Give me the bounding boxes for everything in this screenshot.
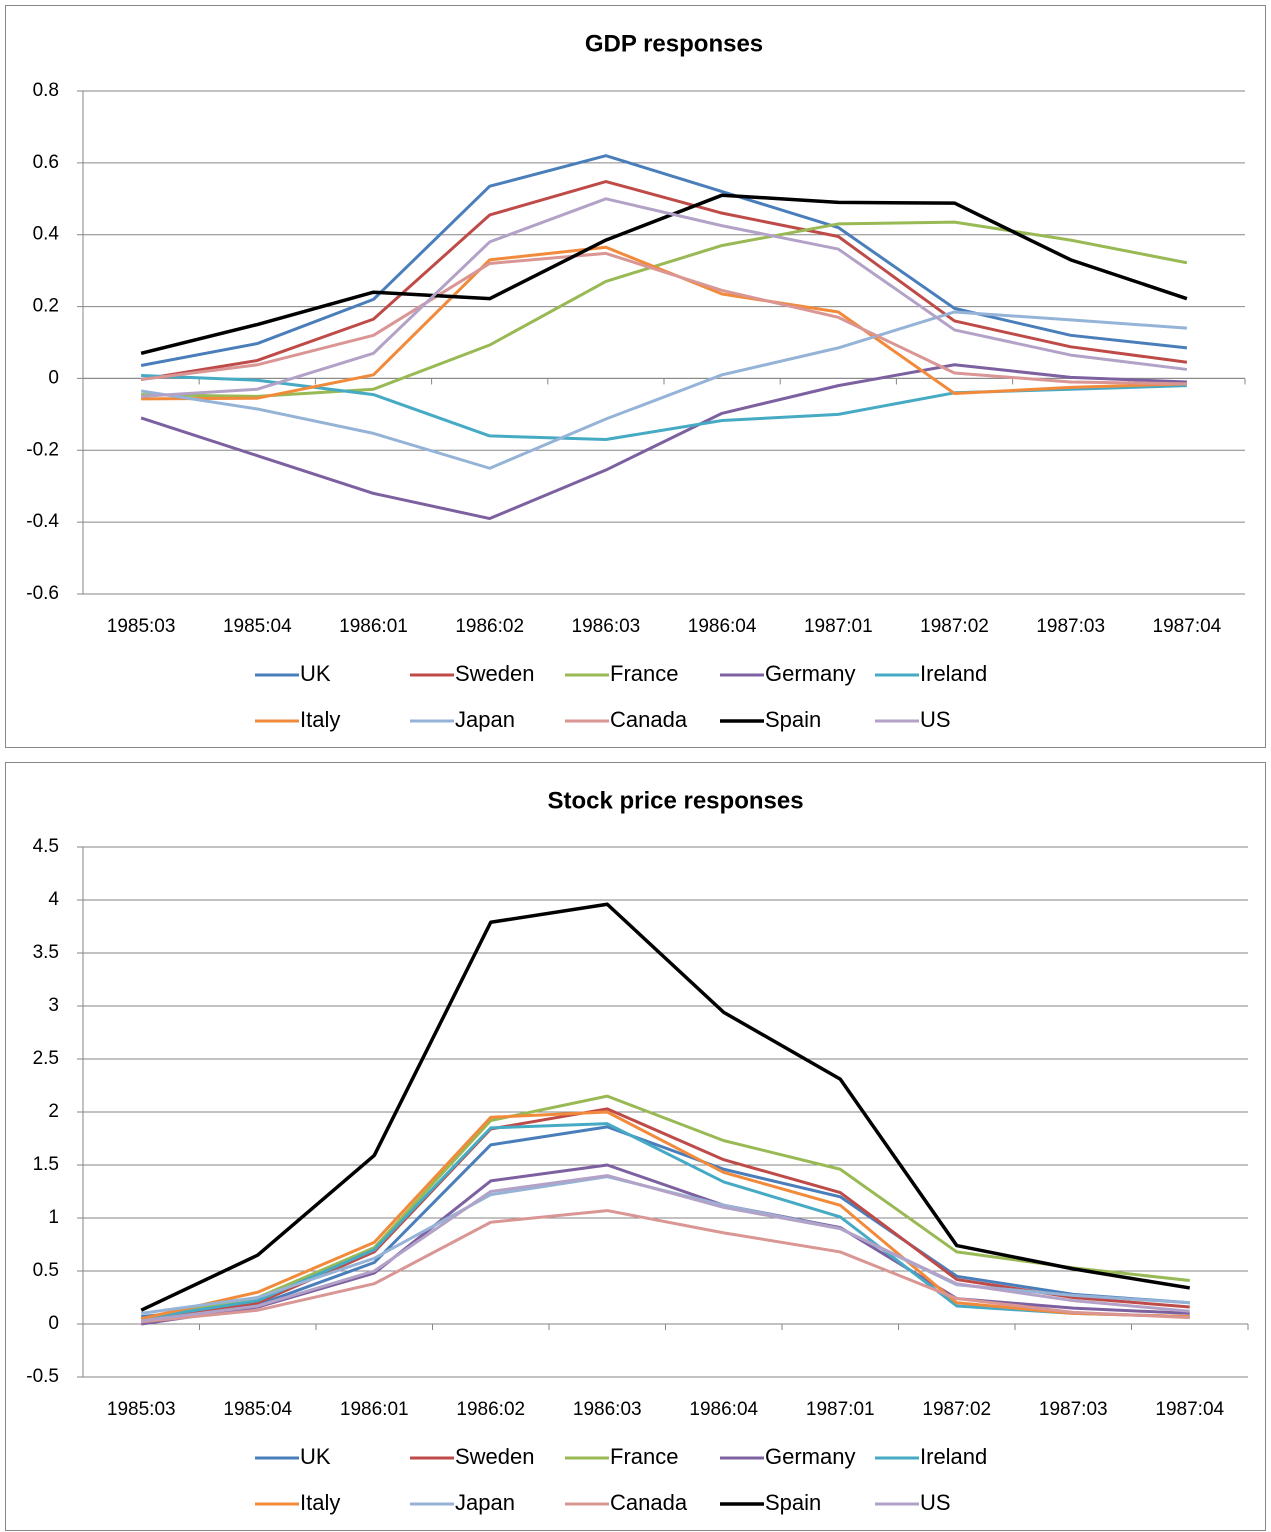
x-tick-label: 1986:03: [572, 616, 641, 637]
y-tick-label: 1.5: [33, 1154, 59, 1175]
x-tick-label: 1985:04: [223, 616, 292, 637]
y-tick-label: 2.5: [33, 1048, 59, 1069]
legend-label: Ireland: [920, 661, 987, 686]
y-tick-label: -0.2: [26, 439, 59, 460]
series-line: [140, 363, 1187, 521]
chart-title: Stock price responses: [547, 787, 803, 814]
y-tick-label: 0.8: [33, 80, 59, 101]
series-line: [141, 197, 1188, 398]
series-line: [140, 1110, 1190, 1321]
y-tick-label: 2: [48, 1101, 59, 1122]
legend-label: Italy: [300, 707, 340, 732]
y-tick-label: 0.6: [33, 152, 59, 173]
x-tick-label: 1987:01: [804, 616, 873, 637]
x-tick-label: 1986:04: [688, 616, 757, 637]
chart-frame: [5, 762, 1266, 1531]
y-tick-label: 0: [48, 1313, 59, 1334]
x-tick-label: 1987:01: [806, 1399, 875, 1420]
legend-label: UK: [300, 1444, 331, 1469]
chart-title: GDP responses: [585, 30, 763, 57]
x-tick-label: 1986:01: [340, 1399, 409, 1420]
legend-label: Italy: [300, 1490, 340, 1515]
series-line: [140, 251, 1187, 386]
y-tick-label: -0.6: [26, 583, 59, 604]
x-tick-label: 1987:03: [1039, 1399, 1108, 1420]
series-line: [140, 1094, 1190, 1321]
x-tick-label: 1986:02: [455, 616, 524, 637]
y-tick-label: -0.4: [26, 511, 59, 532]
series-line: [141, 1209, 1190, 1324]
x-tick-label: 1987:02: [920, 616, 989, 637]
x-tick-label: 1987:03: [1036, 616, 1105, 637]
series-line: [141, 1163, 1190, 1326]
x-tick-label: 1987:04: [1155, 1399, 1224, 1420]
y-tick-label: 0.2: [33, 296, 59, 317]
legend-label: Japan: [455, 1490, 515, 1515]
y-tick-label: 0.5: [33, 1260, 59, 1281]
x-tick-label: 1987:02: [922, 1399, 991, 1420]
x-tick-label: 1986:03: [573, 1399, 642, 1420]
series-line: [140, 310, 1188, 470]
legend-label: Spain: [765, 1490, 821, 1515]
legend-label: Sweden: [455, 1444, 535, 1469]
legend-label: France: [610, 661, 678, 686]
legend-label: France: [610, 1444, 678, 1469]
legend-label: Spain: [765, 707, 821, 732]
series-line: [141, 1125, 1190, 1319]
y-tick-label: 3.5: [33, 942, 59, 963]
x-tick-label: 1985:04: [223, 1399, 292, 1420]
legend-label: Canada: [610, 707, 688, 732]
x-tick-label: 1985:03: [107, 1399, 176, 1420]
legend-label: Canada: [610, 1490, 688, 1515]
x-tick-label: 1986:02: [456, 1399, 525, 1420]
y-tick-label: 1: [48, 1207, 59, 1228]
y-tick-label: 0.4: [33, 224, 60, 245]
legend-label: US: [920, 707, 951, 732]
y-tick-label: 4: [48, 889, 59, 910]
series-line: [141, 1174, 1190, 1323]
series-line: [141, 1122, 1190, 1321]
series-line: [140, 902, 1191, 1312]
legend-label: Ireland: [920, 1444, 987, 1469]
y-tick-label: 4.5: [33, 836, 59, 857]
legend-label: Germany: [765, 661, 855, 686]
legend-label: US: [920, 1490, 951, 1515]
legend-label: Japan: [455, 707, 515, 732]
x-tick-label: 1986:01: [339, 616, 408, 637]
series-line: [140, 154, 1188, 367]
series-line: [140, 193, 1188, 355]
legend-label: Sweden: [455, 661, 535, 686]
series-line: [140, 180, 1188, 381]
y-tick-label: -0.5: [26, 1366, 59, 1387]
x-tick-label: 1985:03: [107, 616, 176, 637]
y-tick-label: 0: [48, 367, 59, 388]
legend-label: UK: [300, 661, 331, 686]
legend-label: Germany: [765, 1444, 855, 1469]
x-tick-label: 1987:04: [1153, 616, 1222, 637]
x-tick-label: 1986:04: [689, 1399, 758, 1420]
y-tick-label: 3: [48, 995, 59, 1016]
